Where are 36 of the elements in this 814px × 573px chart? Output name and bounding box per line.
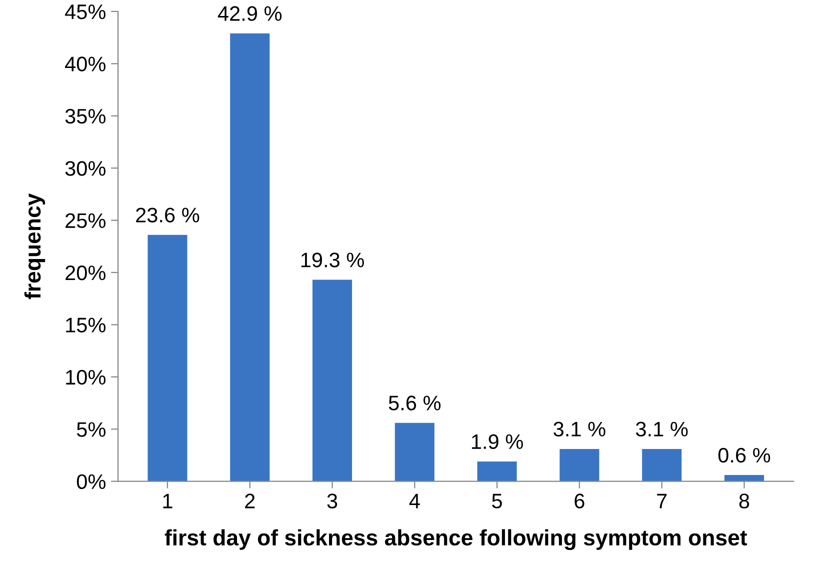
y-tick-label: 30% xyxy=(65,161,106,176)
y-axis-title: frequency xyxy=(24,193,46,300)
y-tick-label: 35% xyxy=(65,108,106,124)
y-tick-label: 45% xyxy=(65,4,106,20)
data-label: 5.6 % xyxy=(388,396,441,410)
data-label: 23.6 % xyxy=(136,208,200,222)
y-tick-label: 5% xyxy=(76,422,106,437)
x-tick-label: 3 xyxy=(327,494,338,508)
data-label: 3.1 % xyxy=(554,422,606,436)
bar xyxy=(230,33,270,482)
bar xyxy=(642,448,682,482)
bar xyxy=(560,448,600,482)
x-tick-label: 4 xyxy=(409,494,420,508)
y-tick-label: 25% xyxy=(66,213,106,228)
bar xyxy=(148,234,188,482)
data-label: 42.9 % xyxy=(218,6,282,21)
y-tick-label: 10% xyxy=(66,370,106,385)
y-tick-label: 15% xyxy=(66,318,106,332)
data-label: 3.1 % xyxy=(636,422,688,436)
x-tick-label: 8 xyxy=(739,494,750,508)
x-tick-label: 1 xyxy=(163,494,172,508)
x-tick-label: 5 xyxy=(492,494,502,508)
x-tick-label: 6 xyxy=(574,494,584,508)
data-label: 1.9 % xyxy=(472,434,523,450)
x-tick-label: 2 xyxy=(245,494,255,508)
bar xyxy=(394,422,434,482)
data-label: 0.6 % xyxy=(718,448,770,463)
x-tick-label: 7 xyxy=(657,494,667,508)
y-tick-label: 20% xyxy=(66,265,106,280)
bar xyxy=(312,280,352,482)
y-tick-label: 40% xyxy=(65,56,106,72)
y-tick-label: 0% xyxy=(76,474,106,490)
x-axis-title: first day of sickness absence following symptom onset xyxy=(164,529,748,550)
data-label: 19.3 % xyxy=(301,252,364,268)
bar xyxy=(477,461,517,482)
bar xyxy=(724,475,764,482)
